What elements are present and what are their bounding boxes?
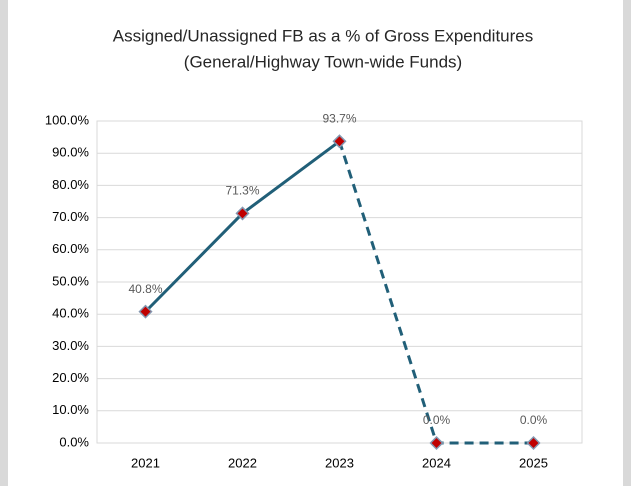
data-marker [332,134,347,149]
y-tick-label: 30.0% [52,338,89,353]
y-tick-label: 50.0% [52,273,89,288]
chart-background [8,0,623,486]
chart-subtitle: (General/Highway Town-wide Funds) [184,52,462,71]
x-tick-label: 2024 [422,455,451,470]
data-marker [138,304,153,319]
chart-title: Assigned/Unassigned FB as a % of Gross E… [113,26,534,45]
data-label: 0.0% [423,413,451,427]
data-label: 40.8% [128,282,162,296]
data-marker [235,206,250,221]
y-tick-label: 90.0% [52,145,89,160]
data-marker [526,435,541,451]
y-tick-label: 0.0% [59,434,89,449]
y-tick-label: 20.0% [52,370,89,385]
data-label: 0.0% [520,413,548,427]
x-tick-label: 2023 [325,455,354,470]
x-tick-label: 2021 [131,455,160,470]
x-tick-label: 2025 [519,455,548,470]
y-tick-label: 40.0% [52,306,89,321]
x-tick-label: 2022 [228,455,257,470]
y-tick-label: 60.0% [52,241,89,256]
y-tick-label: 100.0% [45,112,90,127]
y-tick-label: 70.0% [52,209,89,224]
data-marker [429,435,444,451]
y-tick-label: 80.0% [52,177,89,192]
y-tick-label: 10.0% [52,402,89,417]
plot-border [96,120,583,444]
data-label: 93.7% [322,111,356,125]
data-label: 71.3% [225,184,259,198]
